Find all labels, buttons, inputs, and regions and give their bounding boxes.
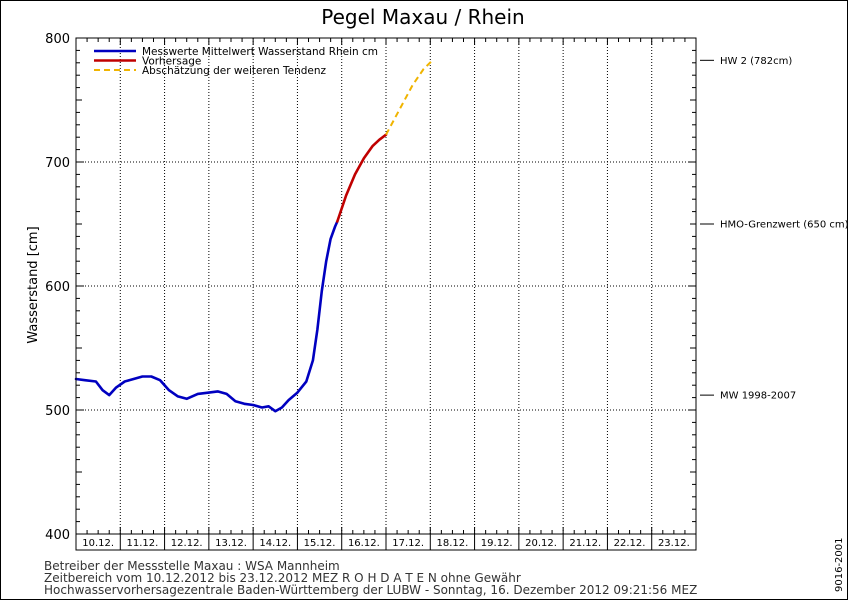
series-line-2 (335, 133, 388, 223)
y-tick-label: 800 (45, 32, 70, 47)
footer-time-range: Zeitbereich vom 10.12.2012 bis 23.12.201… (44, 571, 521, 585)
y-axis-label: Wasserstand [cm] (26, 226, 41, 343)
legend: Messwerte Mittelwert Wasserstand Rhein c… (94, 46, 378, 77)
reference-label: MW 1998-2007 (720, 391, 796, 402)
y-tick-label: 400 (45, 528, 70, 543)
reference-label: HW 2 (782cm) (720, 56, 792, 67)
x-tick-label: 17.12. (392, 538, 424, 549)
legend-entry: Vorhersage (142, 56, 201, 68)
x-tick-label: 22.12. (614, 538, 646, 549)
x-tick-label: 14.12. (259, 538, 291, 549)
series-lines (74, 59, 434, 413)
legend-entry: Messwerte Mittelwert Wasserstand Rhein c… (142, 46, 378, 58)
y-tick-label: 700 (45, 156, 70, 171)
x-tick-label: 13.12. (215, 538, 247, 549)
x-tick-label: 19.12. (481, 538, 513, 549)
axes: 400 500 600 700 800 10.12. 11.12. 12.12. 13.12. 1… (45, 32, 697, 551)
x-tick-label: 23.12. (658, 538, 690, 549)
x-tick-label: 16.12. (348, 538, 380, 549)
x-tick-label: 11.12. (127, 538, 159, 549)
chart-title: Pegel Maxau / Rhein (321, 5, 524, 29)
x-tick-label: 18.12. (437, 538, 469, 549)
footer-source: Hochwasservorhersagezentrale Baden-Württ… (44, 583, 697, 597)
series-line-1 (74, 220, 339, 413)
side-code: 9016-2001 (834, 537, 845, 592)
reference-label: HMO-Grenzwert (650 cm) (720, 220, 848, 231)
y-tick-label: 600 (45, 280, 70, 295)
x-tick-label: 15.12. (304, 538, 336, 549)
x-tick-label: 20.12. (525, 538, 557, 549)
x-tick-label: 12.12. (171, 538, 203, 549)
y-tick-label: 500 (45, 404, 70, 419)
legend-entry: Abschätzung der weiteren Tendenz (142, 65, 327, 77)
x-tick-label: 10.12. (82, 538, 114, 549)
x-tick-label: 21.12. (569, 538, 601, 549)
series-line-3 (385, 59, 434, 136)
reference-markers: HW 2 (782cm) HMO-Grenzwert (650 cm) MW 199… (700, 56, 848, 402)
grid (76, 38, 696, 534)
footer-operator: Betreiber der Messstelle Maxau : WSA Man… (44, 559, 340, 573)
